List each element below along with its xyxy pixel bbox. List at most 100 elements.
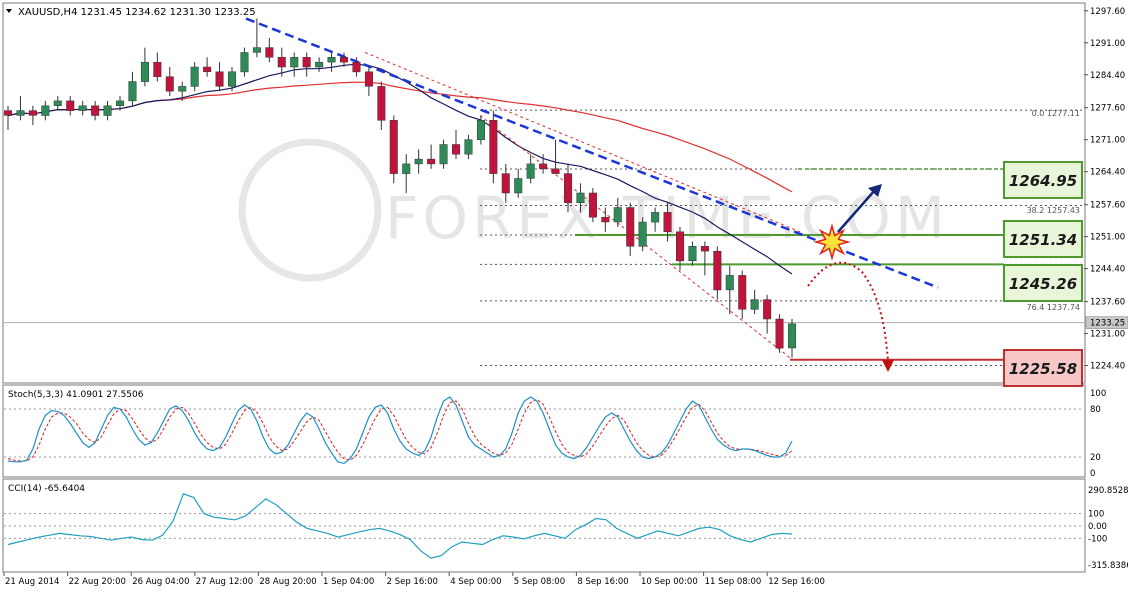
last-price-label: 1233.25 (1090, 319, 1125, 329)
price-panel-frame (2, 2, 1086, 384)
time-tick-label: 5 Sep 08:00 (514, 577, 565, 587)
candle-body (576, 192, 585, 203)
price-tick-label: 1284.40 (1090, 71, 1125, 81)
stoch-tick-label: 20 (1090, 453, 1101, 463)
level-box-r2-bg (1003, 161, 1083, 199)
candle-body (140, 61, 149, 82)
candle-body (526, 163, 535, 179)
level-r2-label: 1264.95 (1009, 172, 1077, 190)
candle-body (439, 144, 448, 165)
candle-body (128, 81, 137, 102)
breakout-arrow-head (868, 184, 882, 197)
candle-body (228, 71, 237, 87)
candle-body (638, 221, 647, 247)
price-tick-label: 1264.40 (1090, 168, 1125, 178)
time-tick-label: 1 Sep 04:00 (323, 577, 374, 587)
candle-body (551, 168, 560, 174)
price-tick-label: 1231.00 (1090, 330, 1125, 340)
cci-tick-label: 100 (1088, 510, 1104, 520)
level-s1-label: 1245.26 (1009, 275, 1077, 293)
candle-body (252, 47, 261, 53)
candle-body (16, 110, 25, 116)
price-tick-label: 1237.60 (1090, 298, 1125, 308)
candle-body (215, 71, 224, 87)
last-price-box (1085, 316, 1128, 329)
time-tick-label: 26 Aug 04:00 (132, 577, 189, 587)
candle-body (41, 105, 50, 116)
candle-body (364, 71, 373, 87)
candle-body (738, 275, 747, 310)
candle-body (476, 120, 485, 140)
candle-body (302, 57, 311, 68)
candle-body (277, 57, 286, 68)
candle-body (663, 212, 672, 233)
reversal-arrow-head (882, 360, 894, 372)
cci-tick-label: 0.00 (1088, 522, 1107, 532)
time-tick-label: 21 Aug 2014 (5, 577, 59, 587)
candle-body (402, 163, 411, 174)
candlesticks (4, 18, 797, 358)
level-box-r2: 1264.95 (1003, 161, 1083, 199)
candle-body (626, 207, 635, 247)
fib-0-label: 0.0 1277.11 (1032, 109, 1080, 118)
candle-body (190, 66, 199, 87)
price-tick-label: 1244.40 (1090, 265, 1125, 275)
stoch-signal-line (7, 398, 793, 462)
candle-body (414, 158, 423, 165)
cci-tick-label: -315.8386 (1088, 561, 1128, 571)
candle-body (713, 250, 722, 291)
fib-382-label: 38.2 1257.43 (1027, 206, 1080, 215)
fib-764-label: 76.4 1237.74 (1027, 303, 1080, 312)
candle-body (775, 318, 784, 349)
candle-body (651, 212, 660, 223)
candle-body (489, 120, 498, 174)
candle-body (676, 231, 685, 262)
stoch-title: Stoch(5,3,3) 41.0901 27.5506 (8, 390, 144, 400)
level-box-s2-bg (1003, 349, 1083, 387)
candle-body (613, 207, 622, 223)
stochastic-indicator: 100 80 20 0 (4, 389, 1106, 479)
candle-body (501, 173, 510, 194)
price-tick-label: 1224.40 (1090, 362, 1125, 372)
price-tick-label: 1277.60 (1090, 104, 1125, 114)
price-axis: 1297.60 1291.00 1284.40 1277.60 1271.00 1264.… (1084, 7, 1128, 372)
stoch-tick-label: 0 (1090, 469, 1095, 479)
cci-line (7, 493, 793, 559)
price-tick-label: 1257.60 (1090, 201, 1125, 211)
time-tick-label: 4 Sep 00:00 (450, 577, 501, 587)
candle-body (700, 246, 709, 252)
candle-body (116, 100, 125, 106)
time-tick-label: 10 Sep 00:00 (641, 577, 698, 587)
candle-body (103, 105, 112, 116)
level-box-s2: 1225.58 (1003, 349, 1083, 387)
cci-tick-label: -100 (1088, 534, 1107, 544)
price-tick-label: 1291.00 (1090, 39, 1125, 49)
stoch-tick-label: 100 (1090, 389, 1106, 399)
level-box-s1: 1245.26 (1003, 264, 1083, 302)
candle-body (352, 61, 361, 73)
symbol-info: XAUUSD,H4 1231.45 1234.62 1231.30 1233.2… (18, 7, 256, 18)
candle-body (539, 163, 548, 169)
dropdown-icon[interactable] (6, 9, 12, 13)
stoch-main-line (7, 396, 793, 465)
candle-body (588, 192, 597, 218)
channel-upper-line (364, 51, 801, 233)
candle-body (452, 144, 461, 155)
candle-body (514, 178, 523, 194)
candle-body (750, 299, 759, 310)
price-tick-label: 1271.00 (1090, 136, 1125, 146)
candle-body (377, 86, 386, 121)
price-tick-label: 1297.60 (1090, 7, 1125, 17)
candle-body (601, 216, 610, 223)
candle-body (28, 110, 37, 116)
candle-body (78, 105, 87, 111)
candle-body (4, 110, 13, 116)
candle-body (290, 57, 299, 68)
candle-body (763, 299, 772, 320)
time-axis: 21 Aug 2014 22 Aug 20:00 26 Aug 04:00 27 Au… (3, 572, 825, 587)
time-tick-label: 8 Sep 16:00 (577, 577, 628, 587)
watermark-logo (238, 138, 382, 282)
candle-body (66, 100, 75, 111)
ma-navy-line (7, 63, 793, 275)
